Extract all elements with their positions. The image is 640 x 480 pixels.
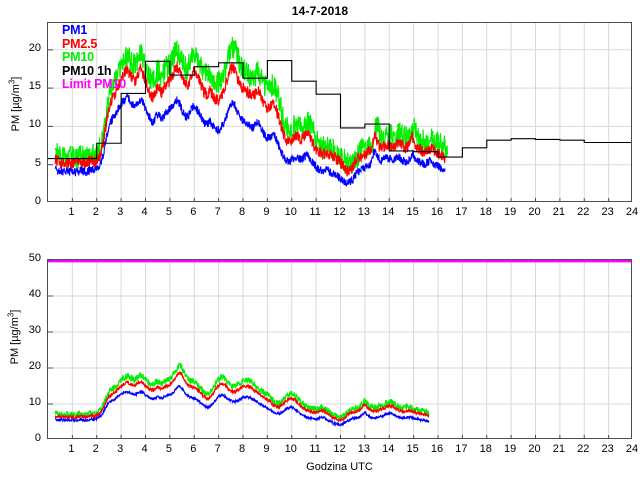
series-line-pm1: [54, 384, 430, 427]
xtick-label: 14: [382, 443, 395, 455]
xtick-label: 4: [141, 443, 148, 455]
xtick-label: 16: [430, 443, 444, 455]
xtick-label: 16: [430, 206, 444, 218]
xtick-label: 9: [263, 443, 270, 455]
ytick-label: 10: [28, 396, 41, 408]
series-line-pm2-5: [54, 61, 446, 177]
xtick-label: 15: [406, 443, 419, 455]
grid-lines: [48, 260, 631, 438]
bottom-plot-area[interactable]: [47, 259, 632, 439]
xtick-label: 11: [309, 443, 321, 455]
xtick-label: 8: [238, 206, 246, 218]
xtick-label: 3: [117, 443, 124, 455]
xtick-label: 20: [528, 443, 541, 455]
ytick-label: 30: [28, 324, 41, 336]
series-line-pm1: [54, 93, 446, 187]
xtick-label: 7: [214, 206, 221, 218]
ytick-label: 20: [28, 360, 41, 372]
xtick-label: 10: [284, 443, 297, 455]
xtick-label: 23: [601, 443, 614, 455]
xtick-label: 4: [141, 206, 148, 218]
xtick-label: 11: [309, 206, 321, 218]
top-plot-area[interactable]: [47, 22, 632, 202]
xtick-label: 19: [504, 443, 517, 455]
xtick-label: 1: [68, 206, 75, 218]
ytick-label: 0: [34, 432, 41, 444]
xtick-label: 5: [165, 206, 172, 218]
xtick-label: 23: [601, 206, 614, 218]
xtick-label: 21: [552, 443, 565, 455]
ytick-label: 10: [28, 118, 41, 131]
bottom-plot-svg: [48, 260, 631, 438]
xtick-label: 12: [333, 206, 346, 218]
xtick-label: 19: [504, 206, 517, 218]
ytick-label: 50: [28, 252, 41, 264]
bottom-panel: PM [µg/m3] 0 10 20 30 40 50 1 2 3 4 5 6 7 8 9 10 11 12 13…: [0, 235, 640, 480]
xtick-label: 2: [92, 443, 99, 455]
xtick-label: 2: [92, 206, 99, 218]
bottom-panel-ylabel-exp: 3: [6, 312, 16, 318]
ytick-label: 5: [34, 156, 41, 169]
bottom-panel-xlabel: Godzina UTC: [306, 461, 373, 473]
xtick-label: 12: [333, 443, 346, 455]
ytick-label: 0: [34, 195, 41, 207]
xtick-label: 13: [357, 443, 370, 455]
xtick-label: 10: [284, 206, 297, 218]
page-title: 14-7-2018: [291, 4, 349, 18]
xtick-label: 21: [552, 206, 565, 218]
xtick-label: 5: [165, 443, 172, 455]
xtick-label: 14: [382, 206, 395, 218]
xtick-label: 17: [455, 443, 468, 455]
xtick-label: 24: [625, 206, 639, 218]
xtick-label: 7: [214, 443, 221, 455]
xtick-label: 6: [190, 206, 197, 218]
xtick-label: 6: [190, 443, 197, 455]
xtick-label: 13: [357, 206, 370, 218]
ytick-label: 20: [28, 41, 41, 54]
series-step-pm10-1h: [48, 59, 631, 160]
ytick-label: 40: [28, 288, 41, 300]
ytick-label: 15: [28, 80, 41, 93]
xtick-label: 15: [406, 206, 419, 218]
series-line-pm10: [54, 362, 430, 422]
xtick-label: 3: [117, 206, 124, 218]
bottom-panel-ylabel-tail: ]: [9, 309, 21, 313]
xtick-label: 22: [577, 443, 590, 455]
xtick-label: 18: [479, 443, 492, 455]
series-line-pm2-5: [54, 370, 430, 423]
xtick-label: 8: [238, 443, 246, 455]
xtick-label: 9: [263, 206, 270, 218]
series-line-pm10: [54, 36, 448, 174]
xtick-label: 18: [479, 206, 492, 218]
top-panel: PM [µg/m3] PM1 PM2.5 PM10 PM10 1h Limit PM10…: [0, 0, 640, 235]
xtick-label: 22: [577, 206, 590, 218]
xtick-label: 20: [528, 206, 541, 218]
xtick-label: 24: [625, 443, 639, 455]
xtick-label: 17: [455, 206, 468, 218]
top-plot-svg: [48, 23, 631, 201]
xtick-label: 1: [68, 443, 75, 455]
